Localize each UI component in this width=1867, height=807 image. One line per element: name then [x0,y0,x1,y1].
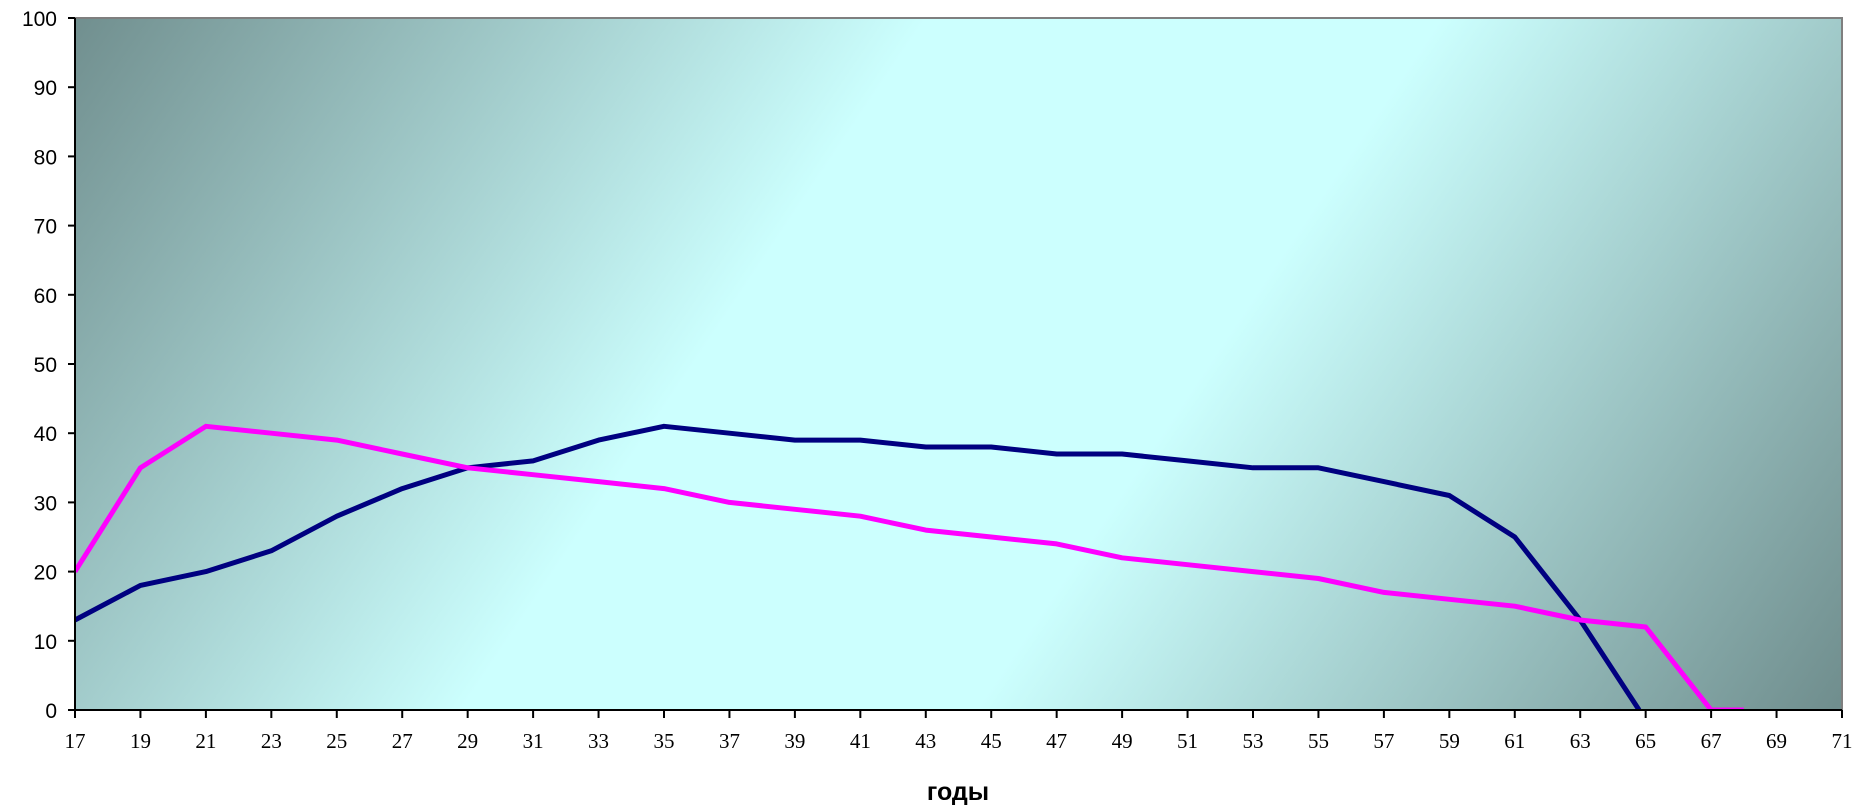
x-tick-label: 33 [588,729,609,753]
x-tick-label: 65 [1635,729,1656,753]
x-tick-label: 45 [981,729,1002,753]
x-tick-label: 39 [784,729,805,753]
x-tick-label: 23 [261,729,282,753]
x-tick-label: 51 [1177,729,1198,753]
y-tick-label: 0 [45,700,57,723]
x-tick-label: 55 [1308,729,1329,753]
y-tick-label: 70 [34,216,57,239]
x-tick-label: 49 [1112,729,1133,753]
x-tick-label: 63 [1570,729,1591,753]
y-tick-label: 100 [22,8,57,31]
series-line-1 [75,423,1642,710]
x-tick-label: 27 [392,729,413,753]
plot-area-background [75,18,1842,710]
x-tick-label: 19 [130,729,151,753]
x-tick-label: 17 [65,729,86,753]
x-tick-label: 21 [195,729,216,753]
x-tick-label: 25 [326,729,347,753]
y-tick-label: 60 [34,285,57,308]
x-tick-label: 69 [1766,729,1787,753]
x-tick-label: 37 [719,729,740,753]
y-tick-label: 10 [34,631,57,654]
x-tick-label: 71 [1832,729,1853,753]
y-tick-label: 90 [34,77,57,100]
x-tick-label: 31 [523,729,544,753]
x-tick-label: 43 [915,729,936,753]
y-tick-label: 40 [34,423,57,446]
series-line-2 [75,423,1744,710]
y-tick-label: 50 [34,354,57,377]
x-tick-label: 61 [1504,729,1525,753]
y-tick-label: 30 [34,492,57,515]
x-tick-label: 59 [1439,729,1460,753]
x-tick-label: 67 [1701,729,1722,753]
y-tick-label: 20 [34,562,57,585]
x-tick-label: 41 [850,729,871,753]
x-tick-label: 35 [654,729,675,753]
x-tick-label: 47 [1046,729,1067,753]
x-tick-label: 53 [1243,729,1264,753]
x-tick-label: 29 [457,729,478,753]
x-tick-label: 57 [1373,729,1394,753]
x-axis-label: годы [927,778,989,806]
y-tick-label: 80 [34,146,57,169]
